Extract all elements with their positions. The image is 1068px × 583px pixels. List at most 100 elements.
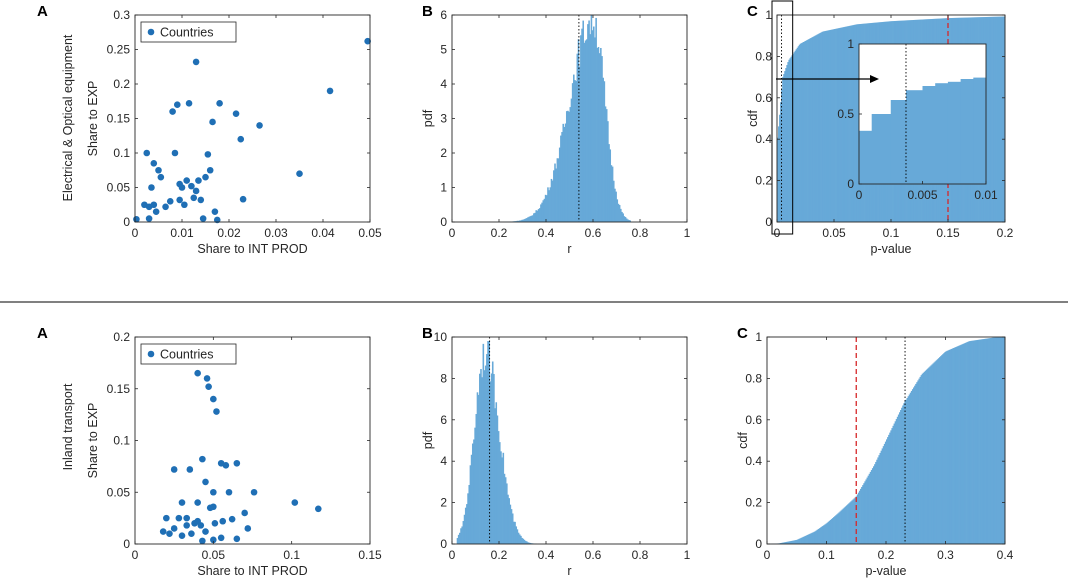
cdf-bar: [869, 471, 872, 544]
cdf-bar: [778, 126, 780, 222]
histogram-bar: [508, 498, 510, 544]
cdf-bar: [998, 337, 1000, 544]
histogram-bar: [503, 473, 506, 544]
axes-frame: [451, 14, 688, 223]
inset-x-tick-label: 0.01: [974, 188, 998, 202]
histogram-bar: [588, 20, 590, 223]
cdf-bar: [800, 43, 803, 223]
histogram-bar: [480, 369, 482, 544]
data-point: [202, 478, 209, 486]
zoom-arrow-head: [870, 75, 879, 83]
histogram-bar: [604, 106, 607, 222]
cdf-bar: [884, 441, 887, 544]
cdf-bar: [813, 531, 815, 544]
histogram-bar: [601, 56, 603, 222]
data-point: [315, 505, 322, 513]
cdf-bar: [983, 338, 985, 544]
cdf-bar: [825, 30, 828, 222]
legend-marker: [147, 350, 155, 358]
cdf-bar: [783, 542, 785, 544]
histogram-bar: [523, 219, 526, 222]
histogram-bar: [550, 178, 553, 222]
data-point: [244, 525, 252, 532]
histogram-bar: [612, 180, 615, 222]
x-tick-label: 0.8: [632, 226, 649, 240]
cdf-bar: [890, 430, 892, 544]
data-point: [202, 173, 209, 181]
cdf-bar: [926, 369, 928, 544]
x-tick-label: 0.4: [997, 548, 1014, 562]
histogram-bar: [580, 35, 582, 222]
histogram-bar: [553, 170, 555, 222]
legend: Countries: [140, 343, 237, 365]
legend-label: Countries: [160, 348, 214, 362]
histogram-bar: [541, 202, 543, 222]
cdf-bar: [924, 370, 927, 544]
cdf-bar: [919, 376, 922, 544]
cdf-bar: [870, 470, 873, 544]
cdf-bar: [790, 56, 792, 222]
panel-bottom-c-cdf: 0 0.1 0.2 0.3 0.4 0 0.2 0.4 0.6 0.8 1 p-value cdf C: [736, 325, 1014, 578]
panel-label: A: [37, 325, 48, 342]
cdf-bar: [982, 339, 984, 544]
cdf-bar: [797, 539, 799, 544]
y-tick-label: 0.3: [113, 8, 130, 22]
x-tick-label: 0: [774, 226, 781, 240]
panel-bottom-a-scatter: Countries 0 0.05 0.1 0.15 0 0.05 0.1 0.15 0.2 Shar…: [37, 325, 382, 578]
data-point: [181, 201, 188, 209]
y-tick-label: 0: [123, 215, 130, 229]
data-point: [169, 108, 176, 115]
cdf-bar: [796, 47, 799, 222]
cdf-bar: [937, 358, 940, 544]
inset-y-tick-label: 0: [847, 177, 854, 191]
y-tick-label: 0.2: [113, 330, 130, 344]
cdf-bar: [986, 338, 989, 544]
data-point: [241, 509, 248, 517]
cdf-bar: [792, 540, 795, 544]
histogram-bar: [477, 394, 480, 544]
cdf-bar: [905, 399, 907, 544]
x-tick-label: 0: [132, 226, 139, 240]
cdf-bar: [889, 432, 891, 544]
cdf-bar: [850, 25, 853, 223]
x-tick-label: 0.2: [491, 226, 508, 240]
histogram-bar: [499, 442, 501, 544]
histogram-bar: [530, 215, 533, 222]
cdf-bar: [782, 77, 784, 222]
histogram-bar: [513, 521, 515, 544]
histogram-bar: [584, 40, 587, 222]
cdf-bar: [989, 16, 991, 222]
cdf-bar: [997, 16, 1000, 222]
data-point: [183, 522, 190, 529]
cdf-bar: [903, 403, 905, 544]
data-point: [195, 177, 202, 184]
cdf-bar: [850, 501, 852, 544]
data-point: [152, 208, 160, 215]
cdf-bar: [966, 342, 968, 544]
histogram-bar: [594, 37, 596, 222]
cdf-bar: [821, 526, 823, 544]
inset-cdf-step: [973, 77, 987, 184]
cdf-bar: [809, 38, 811, 222]
cdf-bar: [898, 412, 901, 544]
cdf-bar: [804, 535, 807, 544]
cdf-bar: [934, 361, 937, 544]
y-tick-label: 6: [440, 413, 447, 427]
cdf-bar: [803, 41, 806, 222]
histogram-bar: [524, 540, 527, 544]
histogram-bar: [515, 526, 518, 544]
cdf-bar: [858, 490, 861, 544]
data-point: [219, 517, 227, 525]
cdf-bar: [932, 363, 934, 544]
cdf-bar: [962, 343, 965, 544]
cdf-bar: [828, 520, 831, 544]
cdf-bar: [845, 505, 848, 544]
cdf-bar: [891, 428, 893, 544]
cdf-bar: [1000, 16, 1003, 222]
histogram-bar: [486, 354, 488, 544]
cdf-bar: [923, 371, 926, 544]
cdf-bar: [984, 338, 986, 544]
histogram-bar: [520, 220, 522, 222]
data-point: [233, 459, 241, 467]
data-point: [296, 170, 303, 177]
